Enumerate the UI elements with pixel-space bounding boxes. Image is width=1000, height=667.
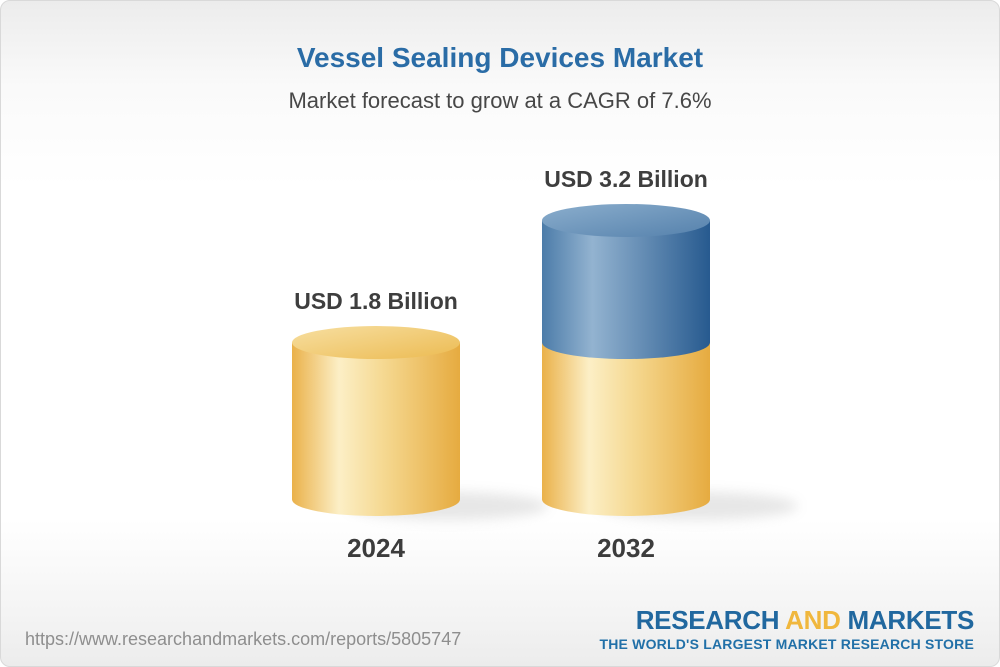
cylinder-2032-base-segment bbox=[542, 342, 710, 516]
cylinder-2024-top bbox=[292, 326, 460, 360]
page-title: Vessel Sealing Devices Market bbox=[296, 42, 704, 73]
cylinder-2024-body bbox=[292, 342, 460, 516]
category-label-2032: 2032 bbox=[597, 533, 655, 563]
report-url[interactable]: https://www.researchandmarkets.com/repor… bbox=[25, 629, 462, 649]
logo-wordmark: RESEARCH AND MARKETS bbox=[599, 604, 975, 635]
cylinder-2032-top bbox=[542, 203, 710, 237]
cylinder-2024 bbox=[292, 326, 460, 516]
logo-word-markets: MARKETS bbox=[847, 604, 975, 635]
page-subtitle: Market forecast to grow at a CAGR of 7.6… bbox=[288, 88, 712, 113]
logo-word-and: AND bbox=[785, 604, 841, 635]
category-label-2024: 2024 bbox=[347, 533, 405, 563]
cylinder-2032-growth-segment bbox=[542, 220, 710, 360]
cylinder-2032 bbox=[542, 203, 710, 516]
research-and-markets-logo: RESEARCH AND MARKETS THE WORLD'S LARGEST… bbox=[599, 604, 975, 652]
value-label-2024: USD 1.8 Billion bbox=[294, 288, 458, 314]
logo-tagline: THE WORLD'S LARGEST MARKET RESEARCH STOR… bbox=[599, 636, 974, 652]
logo-word-research: RESEARCH bbox=[635, 604, 780, 635]
value-label-2032: USD 3.2 Billion bbox=[544, 166, 708, 192]
